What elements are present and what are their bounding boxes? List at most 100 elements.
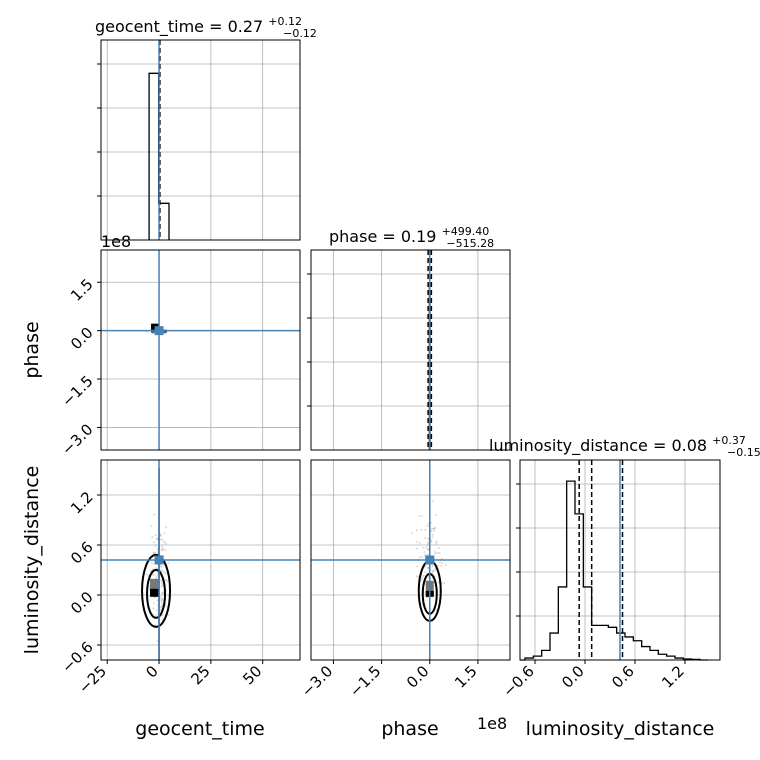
- scatter-point: [433, 551, 436, 554]
- scatter-point: [152, 607, 155, 610]
- scatter-point: [433, 527, 436, 530]
- scatter-point: [161, 599, 164, 602]
- tick-label-x-phase: −1.5: [346, 662, 384, 700]
- panel-2d-geocent_time-luminosity_distance: [101, 460, 300, 660]
- title-luminosity-distance: luminosity_distance = 0.08 +0.37 −0.15: [489, 429, 760, 459]
- scatter-point: [151, 535, 154, 538]
- tick-label-x-luminosity_distance: 0.0: [558, 662, 588, 692]
- scatter-point: [432, 530, 435, 533]
- scatter-point: [164, 548, 167, 551]
- scatter-point: [415, 575, 418, 578]
- panel-2d-phase-luminosity_distance: [311, 460, 510, 660]
- scatter-point: [431, 570, 434, 573]
- ylabel-phase: phase: [21, 321, 43, 378]
- scatter-point: [435, 540, 438, 543]
- scatter-point: [420, 579, 423, 582]
- scatter-point: [430, 539, 433, 542]
- scatter-point: [417, 575, 420, 578]
- scatter-point: [145, 573, 148, 576]
- scatter-point: [415, 547, 418, 550]
- scatter-point: [421, 575, 424, 578]
- truth-marker: [154, 555, 164, 565]
- scatter-point: [153, 552, 156, 555]
- grid-layer: [101, 40, 720, 660]
- scatter-point: [427, 543, 430, 546]
- scatter-point: [437, 547, 440, 550]
- truth-marker: [154, 326, 164, 336]
- scatter-point: [439, 561, 442, 564]
- scatter-point: [161, 602, 164, 605]
- data-layer: [101, 40, 709, 661]
- tick-label-x-geocent_time: 50: [239, 662, 265, 688]
- scatter-point: [152, 551, 155, 554]
- scatter-point: [420, 555, 423, 558]
- scatter-point: [160, 565, 163, 568]
- scatter-point: [154, 534, 157, 537]
- scatter-point: [415, 540, 418, 543]
- scatter-point: [436, 552, 439, 555]
- scatter-point: [434, 567, 437, 570]
- contour-inner: [146, 568, 167, 619]
- title-geocent-time: geocent_time = 0.27 +0.12 −0.12: [95, 10, 317, 40]
- scatter-point: [149, 569, 152, 572]
- scatter-point: [411, 531, 414, 534]
- scatter-point: [154, 614, 157, 617]
- title-phase: phase = 0.19 +499.40 −515.28: [329, 220, 494, 250]
- scatter-point: [415, 529, 418, 532]
- scatter-point: [154, 544, 157, 547]
- scatter-point: [162, 548, 165, 551]
- scatter-point: [159, 565, 162, 568]
- scatter-point: [155, 538, 158, 541]
- panel-frame: [100, 249, 301, 451]
- scatter-point: [430, 541, 433, 544]
- scatter-point: [418, 542, 421, 545]
- scatter-point: [437, 581, 440, 584]
- scatter-point: [420, 528, 423, 531]
- scatter-point: [152, 573, 155, 576]
- scatter-point: [156, 574, 159, 577]
- scatter-point: [440, 564, 443, 567]
- scatter-point: [424, 528, 427, 531]
- tick-label-x-phase: −3.0: [298, 662, 336, 700]
- scatter-point: [422, 546, 425, 549]
- scatter-point: [160, 534, 163, 537]
- density-block: [150, 578, 160, 593]
- frame-layer: [100, 39, 721, 661]
- scatter-point: [161, 613, 164, 616]
- scatter-point: [163, 532, 166, 535]
- density-block: [150, 588, 160, 597]
- scatter-point: [151, 573, 154, 576]
- scatter-point: [424, 536, 427, 539]
- scatter-point: [432, 527, 435, 530]
- scatter-point: [160, 607, 163, 610]
- tick-label-x-luminosity_distance: 1.2: [658, 662, 688, 692]
- scatter-point: [167, 561, 170, 564]
- panel-frame: [100, 459, 301, 661]
- scatter-point: [160, 598, 163, 601]
- tick-label-x-phase: 1.5: [451, 662, 481, 692]
- scatter-point: [155, 567, 158, 570]
- scatter-point: [431, 533, 434, 536]
- scatter-point: [167, 613, 170, 616]
- scatter-point: [426, 596, 429, 599]
- scatter-point: [156, 572, 159, 575]
- scatter-point: [156, 599, 159, 602]
- scatter-point: [164, 604, 167, 607]
- tick-label-x-geocent_time: 25: [187, 662, 213, 688]
- scatter-point: [422, 574, 425, 577]
- scatter-point: [421, 514, 424, 517]
- xlabel-phase: phase: [381, 718, 438, 740]
- scatter-point: [431, 565, 434, 568]
- scatter-point: [160, 548, 163, 551]
- contour-outer: [141, 553, 172, 628]
- scatter-point: [165, 580, 168, 583]
- scatter-point: [163, 540, 166, 543]
- scatter-point: [160, 592, 163, 595]
- scatter-point: [431, 527, 434, 530]
- tick-label-y-luminosity_distance: 0.0: [67, 588, 97, 618]
- scatter-point: [160, 585, 163, 588]
- scatter-point: [423, 551, 426, 554]
- scatter-point: [162, 570, 165, 573]
- xlabel-geocent-time: geocent_time: [135, 718, 264, 740]
